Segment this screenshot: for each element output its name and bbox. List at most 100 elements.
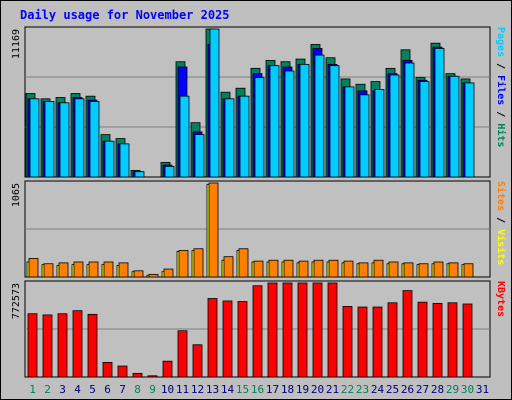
x-tick-label: 25: [386, 383, 399, 396]
bar-kbytes-day-16: [252, 285, 263, 378]
bar-sites-day-25: [388, 261, 399, 278]
legend-part: /: [495, 105, 506, 123]
x-tick-label: 31: [476, 383, 489, 396]
panel-top: 11169 Pages / Files / Hits: [11, 26, 507, 178]
series-kbytes: [27, 282, 473, 378]
bar-kbytes-day-22: [342, 306, 353, 378]
bar-sites-day-11: [178, 250, 189, 278]
bar-kbytes-day-12: [192, 344, 203, 378]
x-tick-label: 28: [431, 383, 444, 396]
chart-panels: 11169 Pages / Files / Hits 1065 Sites / Vis…: [11, 26, 507, 378]
bar-pages-day-1: [29, 98, 40, 178]
x-tick-label: 29: [446, 383, 459, 396]
bar-kbytes-day-6: [102, 361, 113, 378]
x-tick-label: 27: [416, 383, 429, 396]
bar-kbytes-day-23: [357, 306, 368, 378]
bar-pages-day-23: [359, 94, 370, 178]
bar-pages-day-7: [119, 143, 130, 178]
bar-pages-day-18: [284, 70, 295, 178]
bar-pages-day-15: [239, 95, 250, 178]
x-tick-label: 6: [104, 383, 111, 396]
bar-pages-day-20: [314, 54, 325, 178]
panel-mid: 1065 Sites / Visits: [11, 180, 507, 278]
bar-kbytes-day-5: [87, 313, 98, 378]
bar-kbytes-day-8: [132, 372, 143, 378]
bar-pages-day-19: [299, 63, 310, 178]
bar-sites-day-21: [328, 259, 339, 278]
bar-pages-day-30: [464, 82, 475, 178]
x-tick-label: 13: [206, 383, 219, 396]
bar-pages-day-2: [44, 101, 55, 178]
bar-pages-day-8: [134, 171, 145, 178]
bar-sites-day-13: [208, 182, 219, 278]
legend-part: KBytes: [495, 281, 506, 317]
bar-sites-day-20: [313, 259, 324, 278]
bar-kbytes-day-18: [282, 282, 293, 378]
panel-bot-max-label: 772573: [11, 283, 22, 319]
bar-sites-day-29: [448, 262, 459, 278]
legend-part: /: [495, 211, 506, 229]
bar-kbytes-day-20: [312, 282, 323, 378]
bar-pages-day-5: [89, 101, 100, 178]
panel-top-legend-label: Pages / Files / Hits: [495, 27, 507, 147]
bar-kbytes-day-19: [297, 282, 308, 378]
bar-kbytes-day-3: [57, 313, 68, 378]
bar-kbytes-day-15: [237, 301, 248, 378]
bar-sites-day-2: [43, 263, 54, 278]
x-tick-label: 4: [74, 383, 81, 396]
bar-kbytes-day-21: [327, 282, 338, 378]
bar-kbytes-day-25: [387, 302, 398, 378]
bar-pages-day-11: [179, 95, 190, 178]
bar-pages-day-22: [344, 86, 355, 178]
bar-pages-day-29: [449, 75, 460, 178]
series-sites: [28, 182, 474, 278]
bar-kbytes-day-13: [207, 298, 218, 378]
x-tick-label: 12: [191, 383, 204, 396]
x-tick-label: 8: [134, 383, 141, 396]
bar-kbytes-day-7: [117, 365, 128, 378]
bar-kbytes-day-27: [417, 301, 428, 378]
bar-sites-day-8: [133, 270, 144, 278]
bar-sites-day-5: [88, 261, 99, 278]
panel-bot-legend-label: KBytes: [495, 281, 506, 317]
legend-part: Visits: [495, 229, 507, 265]
bar-sites-day-28: [433, 261, 444, 278]
x-tick-label: 2: [44, 383, 51, 396]
panel-top-max-label: 11169: [11, 29, 22, 59]
bar-sites-day-19: [298, 260, 309, 278]
x-tick-label: 21: [326, 383, 339, 396]
x-tick-label: 16: [251, 383, 264, 396]
bar-sites-day-7: [118, 262, 129, 278]
bar-pages-day-10: [164, 165, 175, 178]
panel-bot: 772573 KBytes: [11, 280, 506, 378]
x-tick-label: 14: [221, 383, 235, 396]
bar-sites-day-1: [28, 258, 39, 278]
x-tick-label: 17: [266, 383, 279, 396]
bar-pages-day-24: [374, 89, 385, 178]
x-tick-label: 9: [149, 383, 156, 396]
x-axis-day-labels: 1 2 3 4 5 6 7 8 9 10 11 12 13 14 15 16 17 18 19 20 21 22 23 24 2…: [29, 383, 489, 396]
bar-sites-day-22: [343, 260, 354, 278]
bar-kbytes-day-29: [447, 302, 458, 378]
bar-kbytes-day-14: [222, 300, 233, 378]
x-tick-label: 11: [176, 383, 189, 396]
bar-pages-day-12: [194, 134, 205, 178]
bar-pages-day-4: [74, 98, 85, 178]
bar-sites-day-15: [238, 248, 249, 278]
bar-sites-day-16: [253, 260, 264, 278]
bar-pages-day-16: [254, 77, 265, 178]
bar-kbytes-day-10: [162, 360, 173, 378]
bar-sites-day-26: [403, 262, 414, 278]
bar-pages-day-3: [59, 102, 70, 178]
panel-mid-max-label: 1065: [11, 183, 22, 207]
bar-pages-day-27: [419, 81, 430, 178]
legend-part: Sites: [495, 181, 507, 211]
bar-pages-day-17: [269, 65, 280, 178]
x-tick-label: 5: [89, 383, 96, 396]
x-tick-label: 24: [371, 383, 385, 396]
x-tick-label: 19: [296, 383, 309, 396]
chart-title: Daily usage for November 2025: [20, 8, 230, 22]
bar-kbytes-day-17: [267, 282, 278, 378]
bar-kbytes-day-2: [42, 314, 53, 378]
x-tick-label: 22: [341, 383, 354, 396]
